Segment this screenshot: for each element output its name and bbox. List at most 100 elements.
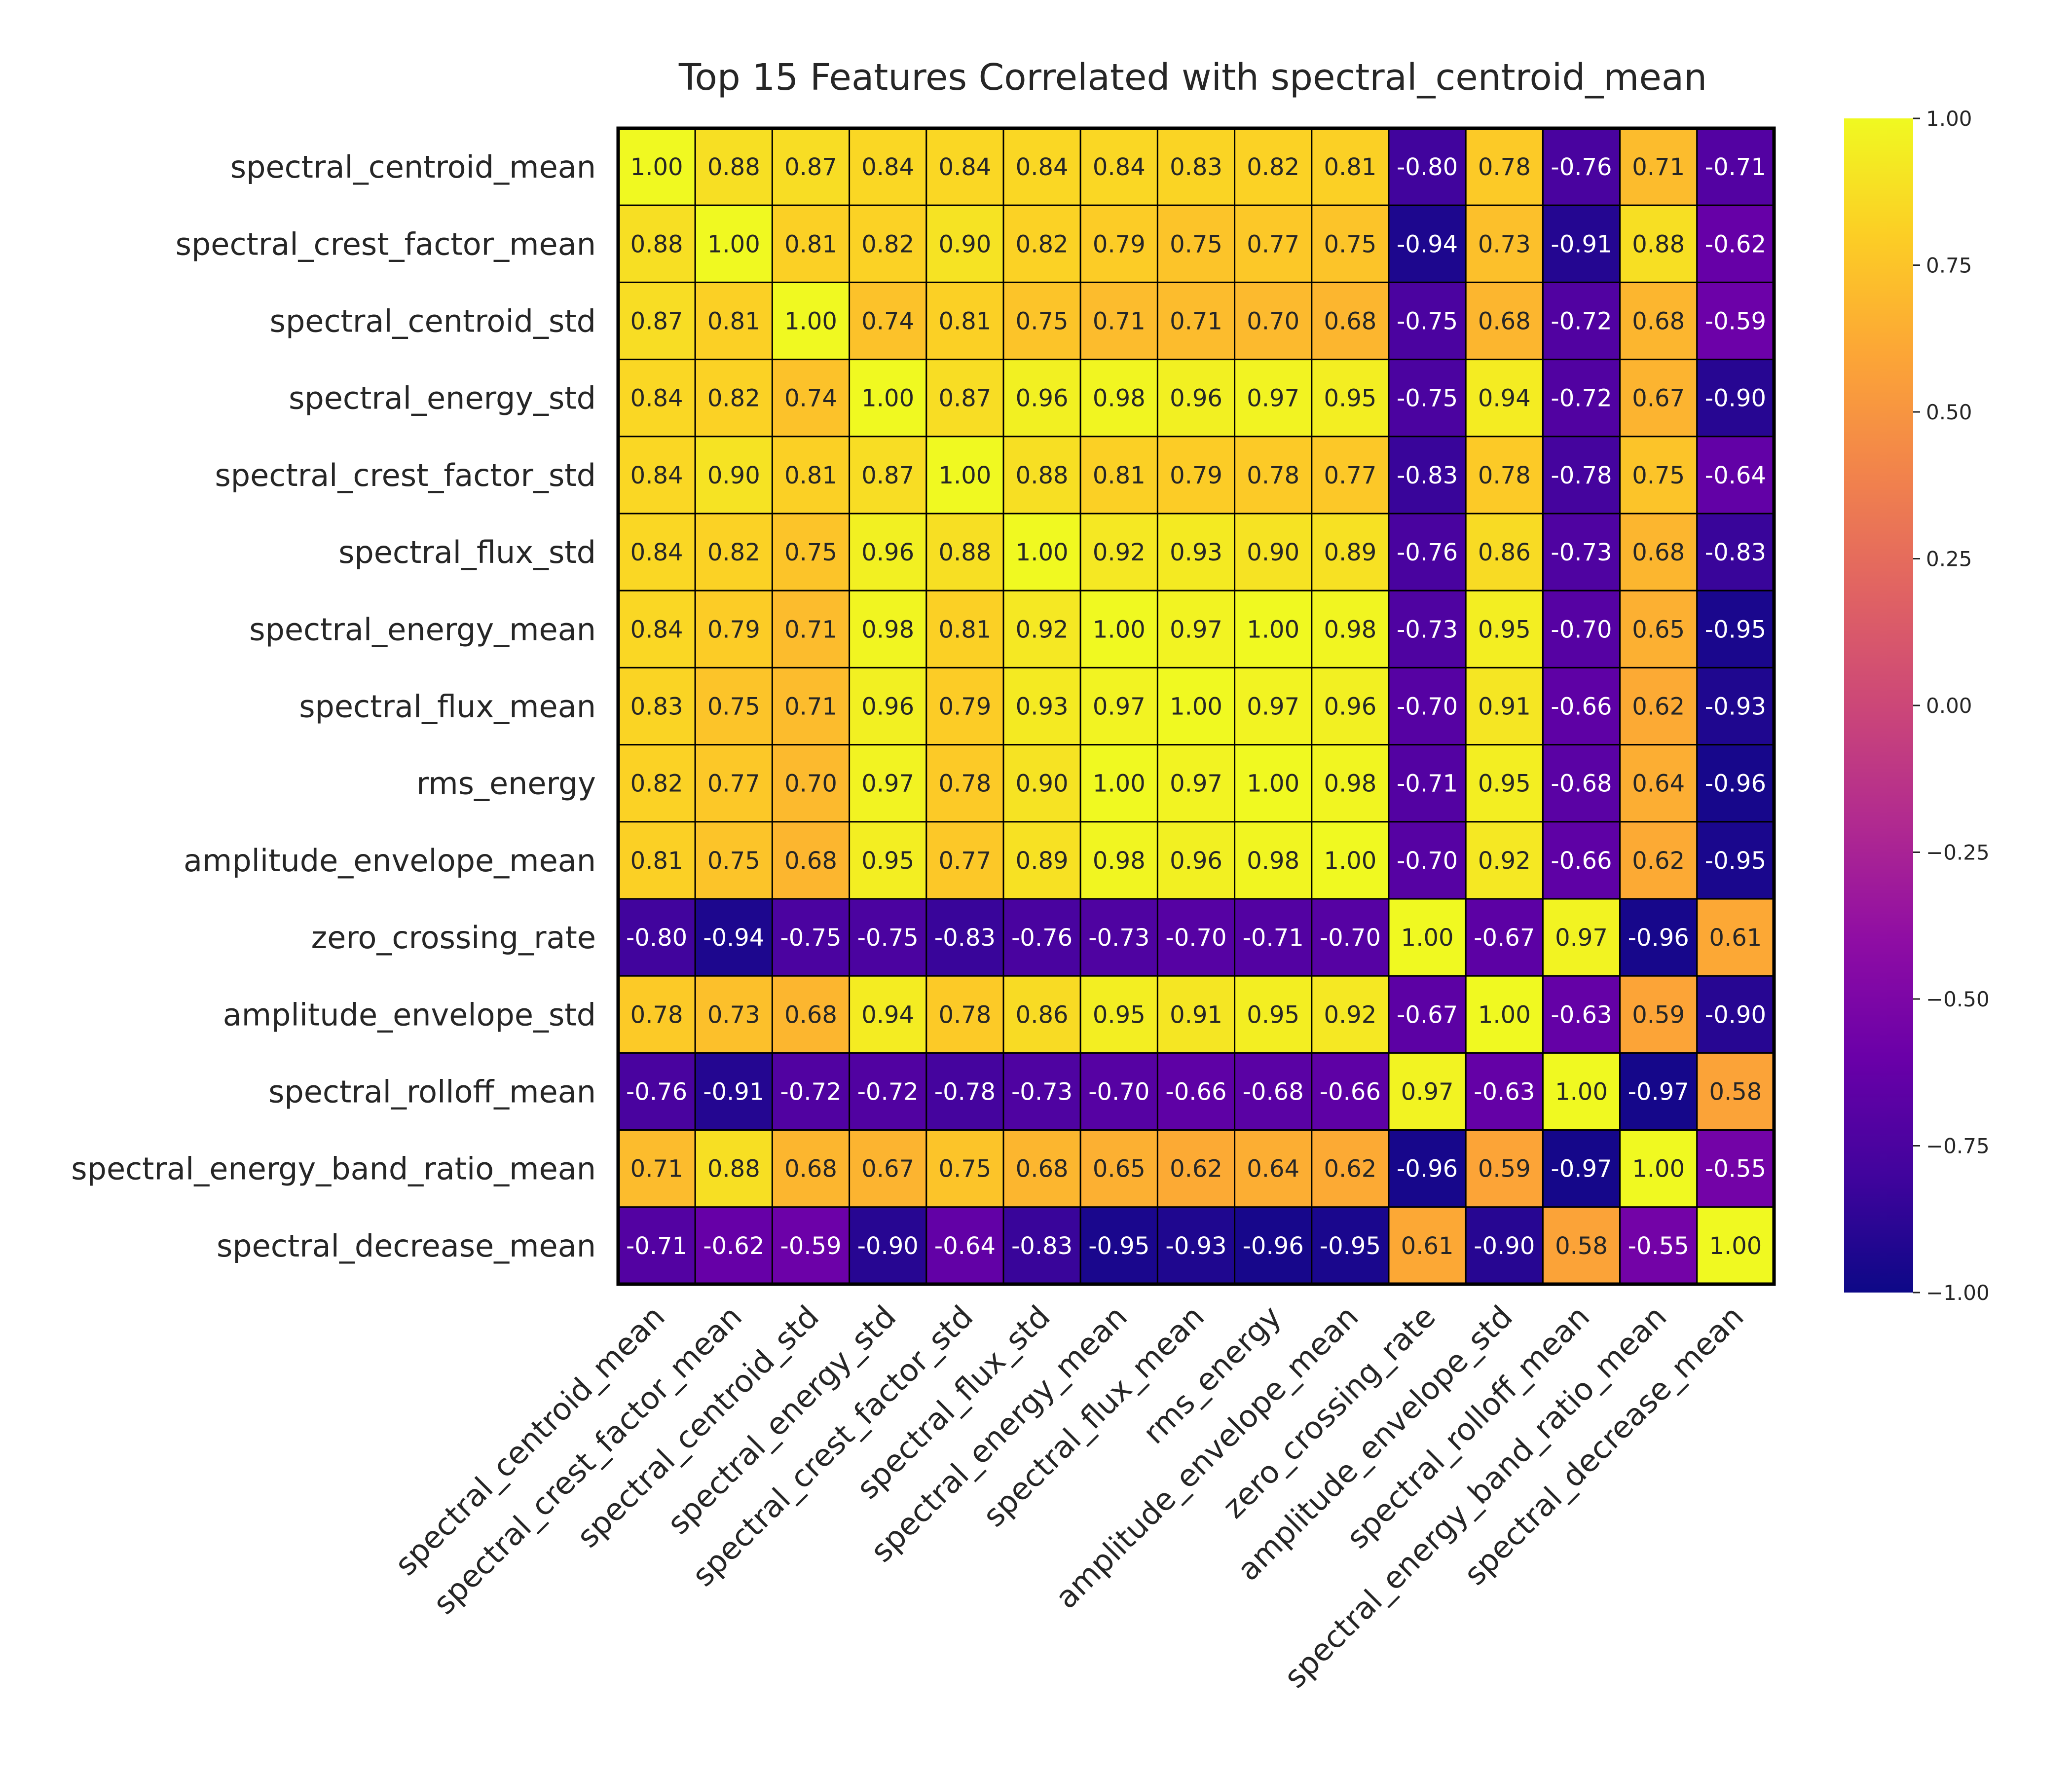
cell-value-label: 0.71 xyxy=(1632,153,1685,181)
cell-value-label: 0.98 xyxy=(1093,385,1146,412)
cell-value-label: -0.76 xyxy=(1011,924,1073,952)
cell-value-label: -0.68 xyxy=(1243,1078,1304,1106)
cell-value-label: -0.75 xyxy=(1397,385,1458,412)
cell-value-label: 0.81 xyxy=(938,308,991,335)
heatmap-cell xyxy=(1234,1206,1313,1285)
cell-value-label: 0.90 xyxy=(1247,539,1299,566)
heatmap-cell xyxy=(617,744,696,823)
cell-value-label: -0.96 xyxy=(1705,770,1766,798)
heatmap-cell xyxy=(849,1206,927,1285)
heatmap-cell xyxy=(849,281,927,361)
heatmap-cell xyxy=(925,975,1004,1054)
heatmap-cell xyxy=(771,821,851,900)
cell-value-label: 0.74 xyxy=(784,385,837,412)
heatmap-cell xyxy=(1002,744,1081,823)
cell-value-label: 0.97 xyxy=(1170,770,1222,798)
cell-value-label: 0.67 xyxy=(861,1155,914,1183)
cell-value-label: -0.72 xyxy=(1551,308,1612,335)
heatmap-cell xyxy=(1156,204,1236,283)
cell-value-label: 0.68 xyxy=(1632,308,1685,335)
heatmap-cell xyxy=(925,666,1004,746)
cell-value-label: 0.82 xyxy=(1016,230,1069,258)
heatmap-cell xyxy=(1079,1129,1158,1208)
heatmap-cell xyxy=(1542,666,1621,746)
cell-value-label: -0.97 xyxy=(1628,1078,1689,1106)
cell-value-label: 0.62 xyxy=(1324,1155,1376,1183)
cell-value-label: 0.87 xyxy=(630,308,683,335)
cell-value-label: 0.92 xyxy=(1324,1001,1376,1029)
cell-value-label: 0.88 xyxy=(630,230,683,258)
cell-value-label: 0.90 xyxy=(1016,770,1069,798)
heatmap-cell xyxy=(925,821,1004,900)
cell-value-label: 0.77 xyxy=(938,847,991,875)
heatmap-cell xyxy=(694,127,773,206)
cell-value-label: -0.95 xyxy=(1705,847,1766,875)
cell-value-label: -0.80 xyxy=(1397,153,1458,181)
cell-value-label: 0.90 xyxy=(938,230,991,258)
cell-value-label: 0.64 xyxy=(1632,770,1685,798)
heatmap-cell xyxy=(1465,204,1544,283)
heatmap-cell xyxy=(771,359,851,438)
cell-value-label: 0.81 xyxy=(1093,462,1146,489)
heatmap-cell xyxy=(617,359,696,438)
heatmap-cell xyxy=(1079,821,1158,900)
heatmap-cell xyxy=(1234,821,1313,900)
cell-value-label: 0.64 xyxy=(1247,1155,1299,1183)
colorbar-tick-label: 0.75 xyxy=(1926,254,1972,278)
cell-value-label: -0.73 xyxy=(1011,1078,1073,1106)
cell-value-label: -0.96 xyxy=(1397,1155,1458,1183)
cell-value-label: 0.84 xyxy=(1016,153,1069,181)
heatmap-cell xyxy=(1542,281,1621,361)
colorbar-tick-label: 0.50 xyxy=(1926,400,1972,424)
cell-value-label: 0.81 xyxy=(1324,153,1376,181)
cell-value-label: -0.83 xyxy=(1397,462,1458,489)
heatmap-cell xyxy=(1311,821,1390,900)
colorbar-tick-label: −0.25 xyxy=(1926,841,1990,865)
cell-value-label: 0.75 xyxy=(784,539,837,566)
heatmap-cell xyxy=(694,744,773,823)
heatmap-cell xyxy=(1156,1206,1236,1285)
cell-value-label: 1.00 xyxy=(1093,616,1146,643)
cell-value-label: 0.81 xyxy=(784,462,837,489)
cell-value-label: 0.71 xyxy=(630,1155,683,1183)
cell-value-label: 0.77 xyxy=(1324,462,1376,489)
cell-value-label: 0.75 xyxy=(707,693,760,721)
heatmap-cell xyxy=(1002,281,1081,361)
cell-value-label: 1.00 xyxy=(1478,1001,1531,1029)
cell-value-label: 0.95 xyxy=(1324,385,1376,412)
heatmap-cell xyxy=(1542,898,1621,977)
cell-value-label: -0.75 xyxy=(857,924,919,952)
cell-value-label: 0.88 xyxy=(707,1155,760,1183)
cell-value-label: -0.83 xyxy=(934,924,996,952)
cell-value-label: 0.62 xyxy=(1632,847,1685,875)
cell-value-label: 0.77 xyxy=(1247,230,1299,258)
cell-value-label: -0.73 xyxy=(1551,539,1612,566)
heatmap-cell xyxy=(1002,204,1081,283)
row-label: amplitude_envelope_mean xyxy=(184,843,596,879)
cell-value-label: 1.00 xyxy=(1170,693,1222,721)
heatmap-cell xyxy=(1388,1206,1467,1285)
cell-value-label: 0.98 xyxy=(1093,847,1146,875)
heatmap-cell xyxy=(1696,281,1775,361)
cell-value-label: 0.59 xyxy=(1632,1001,1685,1029)
cell-value-label: 0.81 xyxy=(938,616,991,643)
cell-value-label: 0.88 xyxy=(1632,230,1685,258)
heatmap-cell xyxy=(617,127,696,206)
cell-value-label: -0.97 xyxy=(1551,1155,1612,1183)
cell-value-label: -0.59 xyxy=(780,1232,841,1260)
cell-value-label: -0.76 xyxy=(626,1078,687,1106)
heatmap-cell xyxy=(1542,590,1621,668)
heatmap-cell xyxy=(849,744,927,823)
cell-value-label: -0.78 xyxy=(1551,462,1612,489)
cell-value-label: -0.64 xyxy=(934,1232,996,1260)
cell-value-label: 0.73 xyxy=(707,1001,760,1029)
cell-value-label: -0.72 xyxy=(780,1078,841,1106)
cell-value-label: 0.90 xyxy=(707,462,760,489)
cell-value-label: -0.71 xyxy=(626,1232,687,1260)
cell-value-label: 0.70 xyxy=(1247,308,1299,335)
cell-value-label: 0.79 xyxy=(707,616,760,643)
cell-value-label: 1.00 xyxy=(1093,770,1146,798)
cell-value-label: 0.58 xyxy=(1555,1232,1608,1260)
heatmap-cell xyxy=(1156,744,1236,823)
cell-value-label: -0.76 xyxy=(1551,153,1612,181)
